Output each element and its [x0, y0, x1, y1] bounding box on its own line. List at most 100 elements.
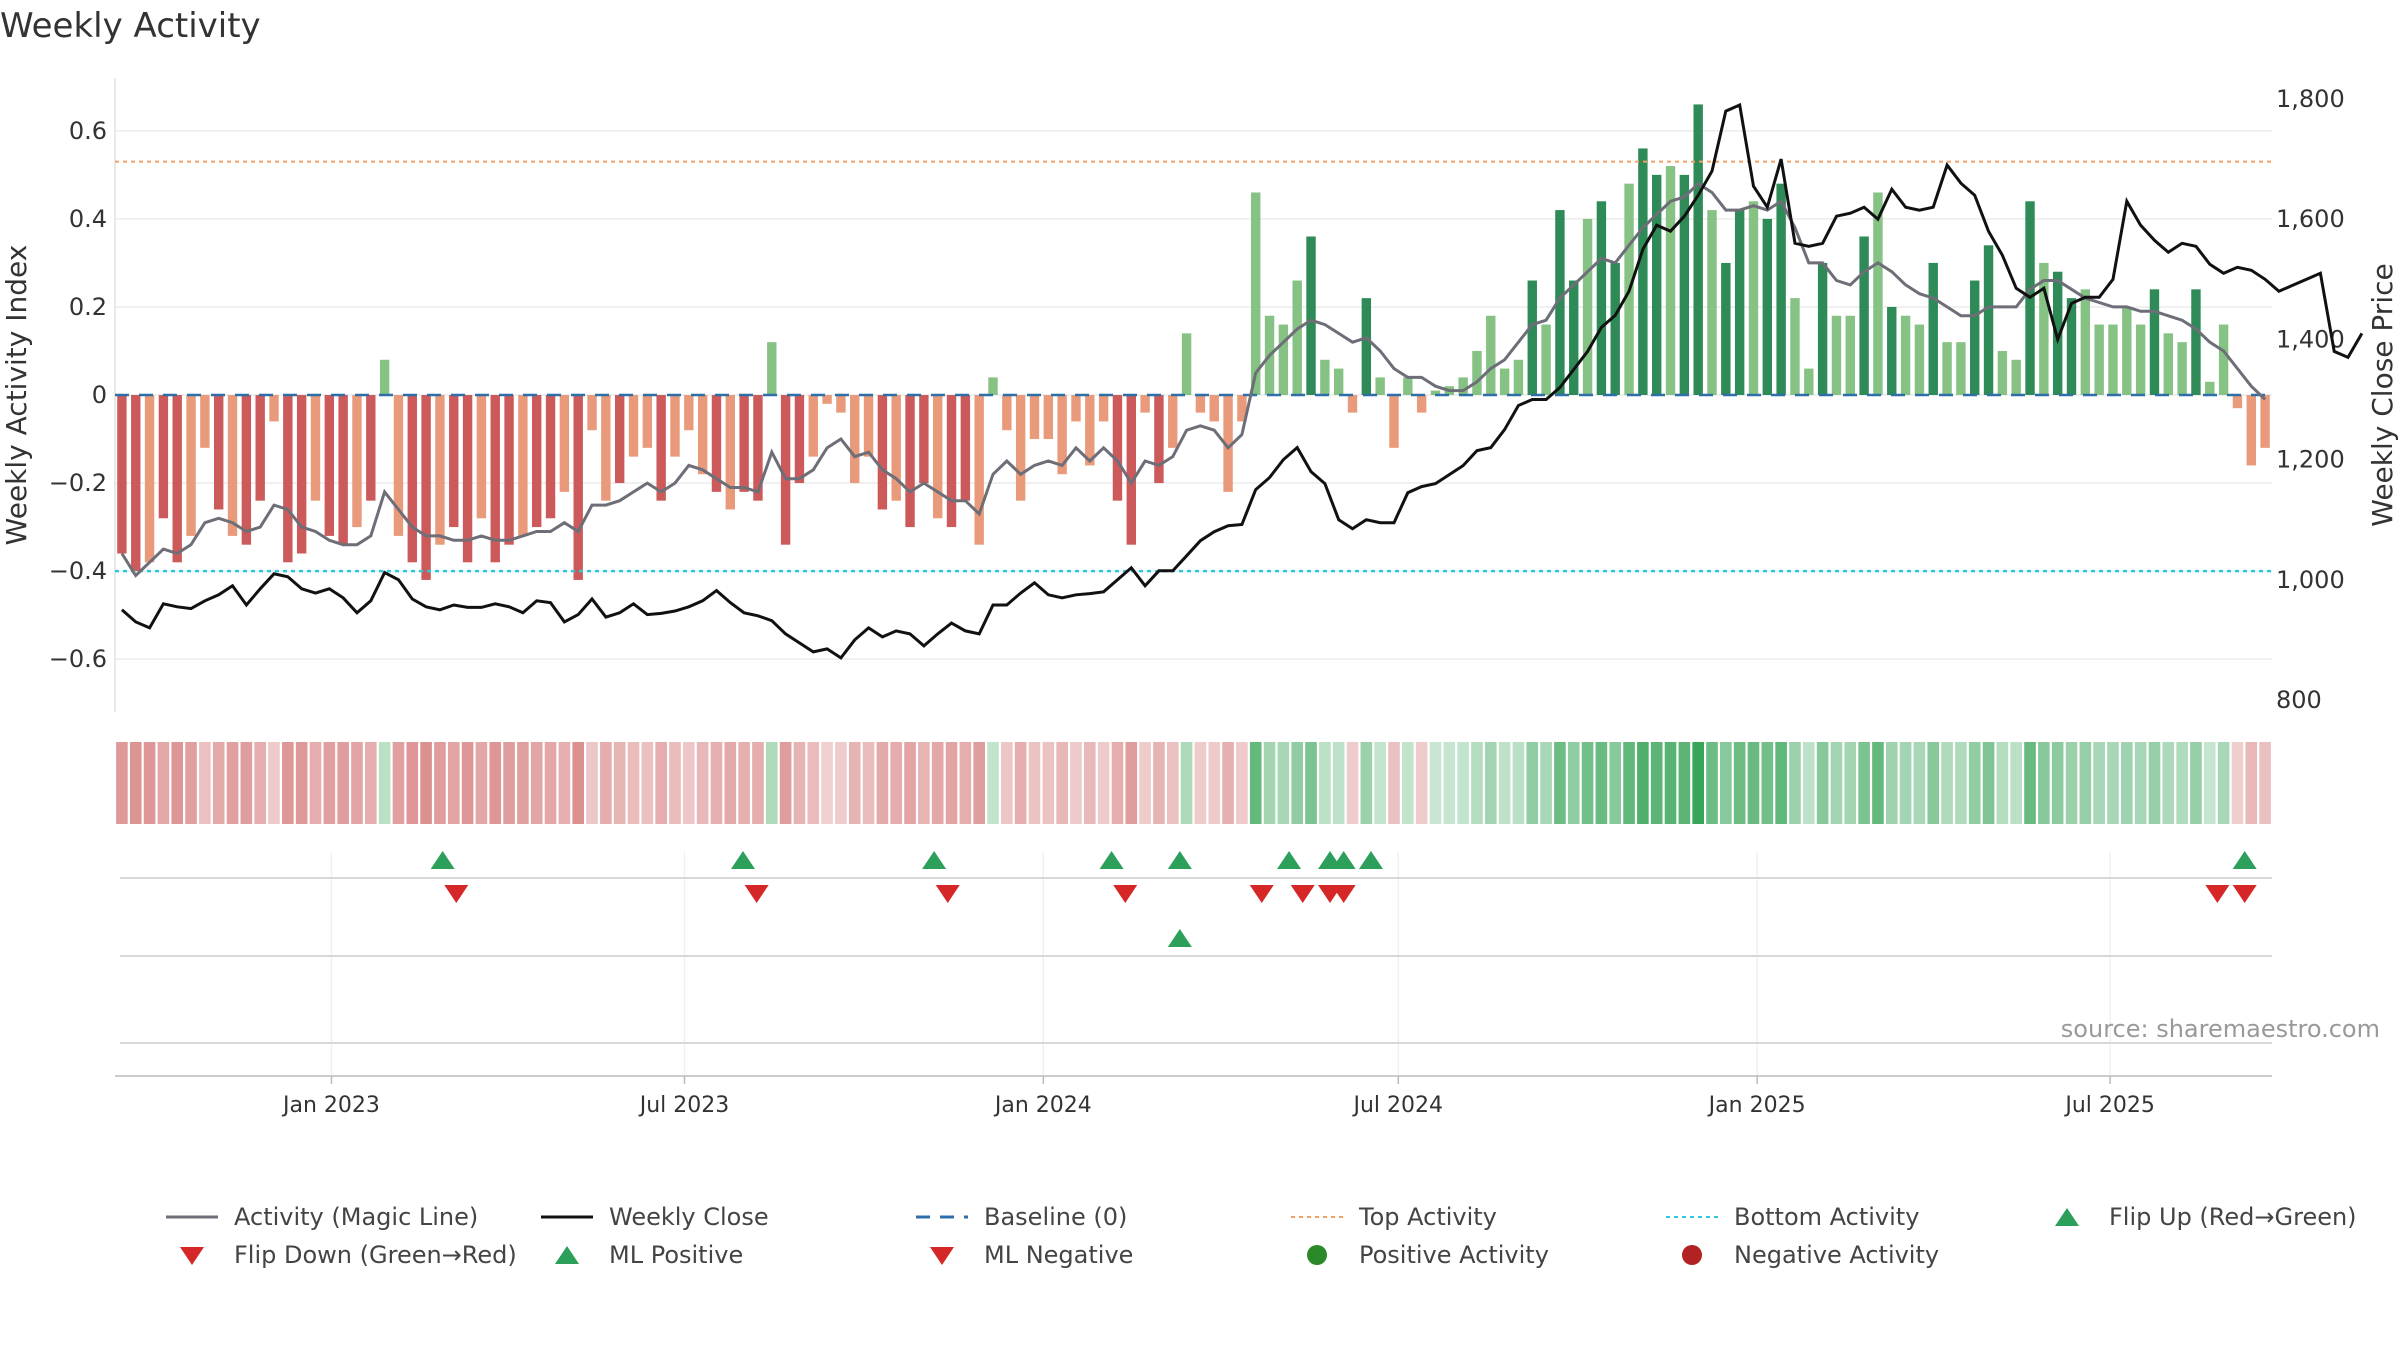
legend-item-baseline: Baseline (0) [910, 1198, 1127, 1236]
heat-strip-cell [116, 742, 128, 824]
heat-strip-cell [1402, 742, 1414, 824]
activity-bar [614, 395, 625, 484]
heat-strip-cell [240, 742, 253, 824]
heat-strip-cell [779, 742, 792, 824]
activity-bar [891, 395, 901, 501]
activity-bar [1983, 245, 1994, 395]
activity-bar [974, 395, 984, 545]
activity-bar [1306, 236, 1316, 395]
activity-bar [1762, 218, 1773, 395]
activity-bar [2177, 342, 2187, 395]
activity-bar [1831, 315, 1842, 395]
activity-bar [2039, 262, 2049, 395]
heat-strip-cell [226, 742, 239, 824]
heat-strip-cell [1844, 742, 1857, 824]
activity-bar [324, 395, 335, 536]
heat-strip-cell [1733, 742, 1746, 824]
activity-bar [2246, 395, 2256, 466]
heat-strip-cell [461, 742, 474, 824]
heat-strip-cell [1249, 742, 1262, 824]
heat-strip-cell [600, 742, 612, 824]
heat-strip-cell [1208, 742, 1221, 824]
heat-strip-cell [821, 742, 833, 824]
ml-positive-marker [1167, 929, 1192, 947]
heat-strip-cell [807, 742, 820, 824]
activity-bar [158, 395, 169, 519]
x-tick-label: Jan 2023 [281, 1093, 380, 1118]
activity-bar [296, 395, 307, 554]
y2-axis-label: Weekly Close Price [2366, 263, 2399, 526]
activity-bar [1790, 298, 1800, 395]
activity-bar [1859, 236, 1869, 395]
activity-bar [808, 395, 818, 457]
heat-strip-cell [2190, 742, 2202, 824]
heat-strip-cell [392, 742, 405, 824]
activity-bar [2218, 324, 2229, 395]
activity-bar [1140, 395, 1150, 413]
heat-strip-cell [1319, 742, 1331, 824]
heat-strip-cell [1028, 742, 1041, 824]
flip-down-marker [2205, 885, 2230, 903]
heat-strip-cell [364, 742, 377, 824]
activity-bar [988, 377, 998, 395]
weekly-close-line [120, 102, 2364, 660]
activity-bar [338, 395, 348, 545]
activity-bar [1596, 201, 1607, 395]
activity-bar [255, 395, 265, 501]
heat-strip-cell [199, 742, 211, 824]
flip-down-marker [2232, 885, 2257, 903]
activity-bar [1389, 395, 1399, 448]
heat-strip-cell [282, 742, 294, 824]
activity-bar [2135, 324, 2146, 395]
activity-bar [1071, 395, 1081, 422]
heat-strip-cell [1720, 742, 1732, 824]
y-tick-label: 0.4 [69, 205, 107, 233]
activity-bar [960, 395, 971, 501]
heat-strip-cell [1443, 742, 1456, 824]
heat-strip-cell [1498, 742, 1511, 824]
heat-strip-cell [171, 742, 184, 824]
heat-strip-cell [1305, 742, 1317, 824]
heat-strip-cell [544, 742, 557, 824]
heat-strip-cell [1968, 742, 1981, 824]
activity-bar [767, 342, 777, 395]
activity-bar [310, 395, 321, 501]
legend-label: Activity (Magic Line) [234, 1203, 479, 1231]
activity-bar [1638, 148, 1648, 395]
flip-up-marker [1167, 851, 1192, 869]
heat-strip-cell [627, 742, 640, 824]
heat-strip-cell [447, 742, 460, 824]
legend-item-positive-activity: Positive Activity [1285, 1236, 1549, 1274]
heat-strip-cell [738, 742, 750, 824]
activity-bar [1845, 315, 1855, 395]
heat-strip-cell [1982, 742, 1995, 824]
heat-strip-cell [1125, 742, 1138, 824]
heat-strip-cell [254, 742, 266, 824]
activity-bar [504, 395, 514, 545]
heat-strip-cell [2203, 742, 2216, 824]
source-note: source: sharemaestro.com [2060, 1015, 2380, 1043]
activity-bar [1610, 262, 1620, 395]
activity-bar [946, 395, 957, 528]
activity-bar [1970, 280, 1980, 395]
heat-strip-cell [710, 742, 723, 824]
activity-bar [2094, 324, 2104, 395]
flip-up-marker [2232, 851, 2257, 869]
legend-item-bottom-activity: Bottom Activity [1660, 1198, 1919, 1236]
heat-strip-cell [2259, 742, 2271, 824]
activity-bar [1486, 315, 1496, 395]
activity-bar [753, 395, 763, 501]
heat-strip-cell [1512, 742, 1525, 824]
activity-bar [559, 395, 570, 492]
y-axis-label: Weekly Activity Index [0, 245, 33, 546]
heat-strip-cell [1139, 742, 1151, 824]
legend-item-ml-negative: ML Negative [910, 1236, 1133, 1274]
heat-strip-cell [2245, 742, 2258, 824]
activity-bar [711, 395, 722, 492]
heat-strip-cell [2107, 742, 2119, 824]
heat-strip-cell [1097, 742, 1110, 824]
heat-strip-cell [1263, 742, 1276, 824]
activity-bar [241, 395, 252, 545]
heat-strip-cell [1955, 742, 1967, 824]
heat-strip-cell [1222, 742, 1234, 824]
